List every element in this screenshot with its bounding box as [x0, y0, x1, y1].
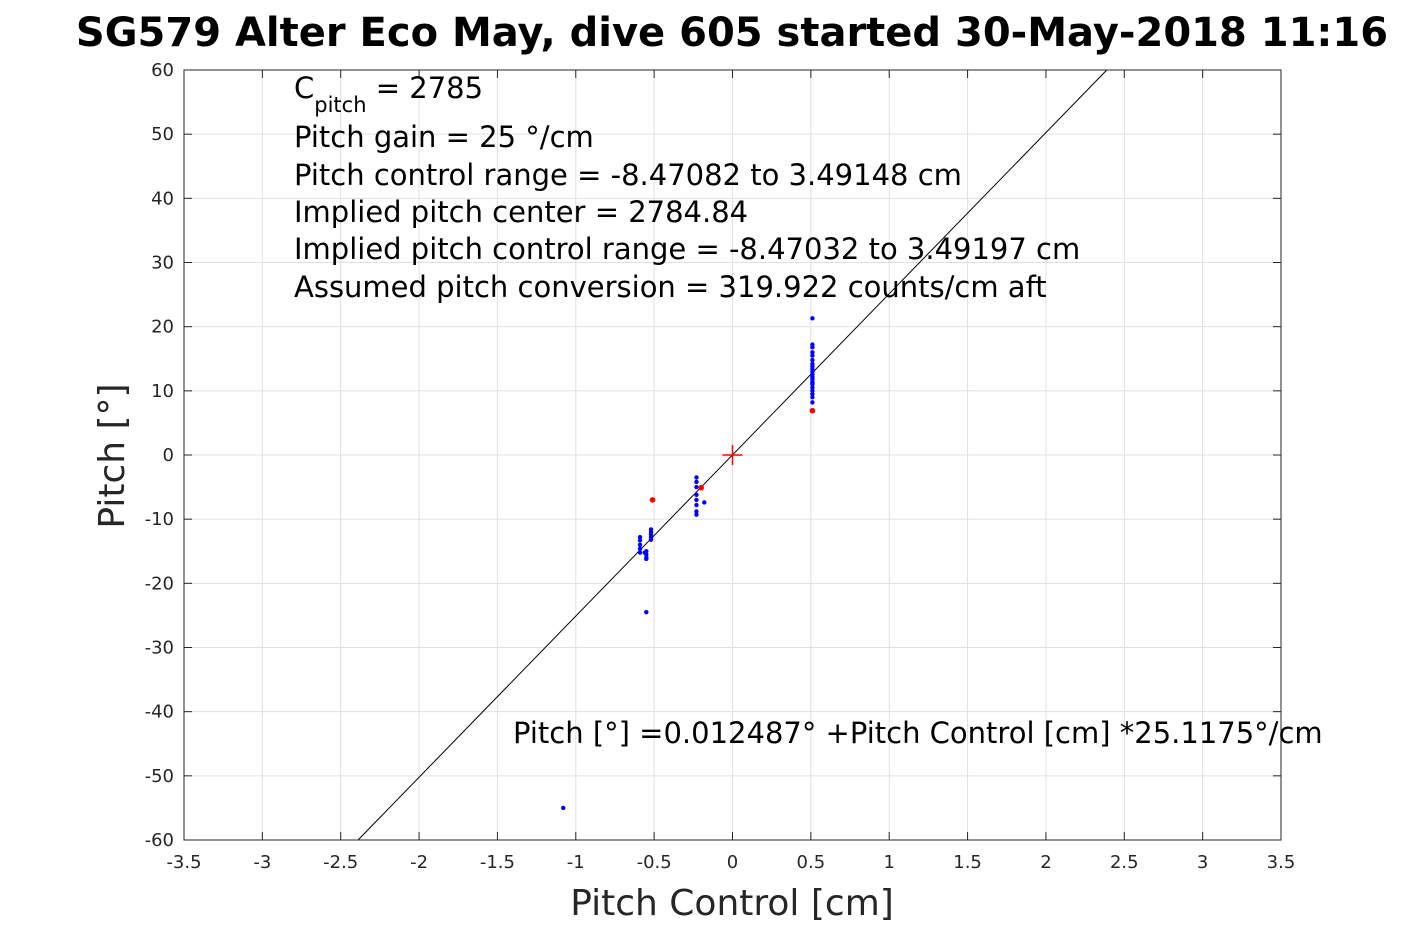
data-point — [702, 500, 707, 505]
data-point — [637, 538, 643, 543]
annotation-pitch-gain: Pitch gain = 25 °/cm — [294, 120, 594, 154]
data-point — [810, 350, 815, 355]
annotation-c-pitch-symbol: C — [294, 71, 314, 105]
data-point — [810, 385, 815, 390]
data-point — [561, 805, 566, 811]
y-axis-label: Pitch [°] — [92, 383, 133, 528]
parameter-annotations: Cpitch = 2785 Pitch gain = 25 °/cm Pitch… — [294, 71, 1080, 304]
data-point — [810, 357, 815, 363]
x-tick-label: -2 — [410, 852, 428, 873]
y-tick-label: 50 — [151, 124, 174, 145]
x-tick-label: 2 — [1040, 852, 1051, 873]
data-point — [810, 345, 815, 350]
plot-area — [183, 69, 1282, 841]
fit-equation-label: Pitch [°] =0.012487° +Pitch Control [cm]… — [513, 716, 1323, 750]
annotation-c-pitch: Cpitch = 2785 — [294, 71, 483, 117]
data-point — [644, 610, 649, 615]
y-tick-label: 30 — [151, 253, 174, 274]
x-tick-label: 3.5 — [1267, 852, 1296, 873]
data-point — [810, 375, 815, 381]
data-point — [637, 550, 643, 555]
data-point — [694, 479, 699, 485]
data-point — [810, 395, 815, 400]
x-tick-label: 3 — [1197, 852, 1208, 873]
x-tick-label: 2.5 — [1110, 852, 1139, 873]
chart-title: SG579 Alter Eco May, dive 605 started 30… — [76, 10, 1388, 56]
data-point — [810, 388, 815, 394]
data-point — [694, 475, 699, 480]
data-point — [637, 542, 643, 548]
annotation-pitch-control-range: Pitch control range = -8.47082 to 3.4914… — [294, 158, 962, 192]
annotation-implied-pitch-control-range: Implied pitch control range = -8.47032 t… — [294, 232, 1080, 266]
y-tick-label: -10 — [145, 509, 174, 530]
x-tick-label: -2.5 — [323, 852, 358, 873]
y-tick-label: -30 — [145, 638, 174, 659]
data-point-red — [698, 484, 704, 491]
y-tick-label: 20 — [151, 317, 174, 338]
x-tick-label: -3 — [253, 852, 271, 873]
x-tick-label: -3.5 — [166, 852, 201, 873]
data-point — [810, 316, 815, 321]
data-point — [810, 391, 815, 397]
x-tick-label: 1 — [883, 852, 894, 873]
data-point — [694, 492, 699, 497]
y-tick-label: -40 — [145, 702, 174, 723]
tick-marks — [183, 69, 1282, 841]
y-tick-label: 40 — [151, 188, 174, 209]
x-tick-label: -1 — [567, 852, 585, 873]
data-point-red — [809, 407, 816, 414]
data-point — [810, 400, 815, 405]
x-tick-label: -1.5 — [480, 852, 515, 873]
data-point — [694, 509, 699, 514]
data-point — [637, 546, 643, 551]
y-tick-labels: -60 -50 -40 -30 -20 -10 0 10 20 30 40 50 60 — [145, 60, 174, 851]
data-point — [694, 512, 699, 517]
y-tick-label: 0 — [163, 445, 174, 466]
x-axis-label: Pitch Control [cm] — [570, 883, 894, 924]
y-tick-label: 60 — [151, 60, 174, 81]
x-tick-label: 0.5 — [797, 852, 826, 873]
x-tick-labels: -3.5 -3 -2.5 -2 -1.5 -1 -0.5 0 0.5 1 1.5 2 2.5 3 3.5 — [166, 852, 1295, 873]
y-tick-label: -60 — [145, 830, 174, 851]
data-point — [810, 380, 815, 386]
data-point — [644, 556, 649, 562]
data-point — [637, 534, 643, 540]
data-point — [642, 550, 647, 555]
x-tick-label: 1.5 — [953, 852, 982, 873]
data-point — [694, 484, 699, 490]
data-point — [648, 537, 654, 542]
y-tick-label: -20 — [145, 573, 174, 594]
annotation-implied-pitch-center: Implied pitch center = 2784.84 — [294, 195, 748, 229]
data-points — [561, 316, 816, 811]
y-tick-label: -50 — [145, 766, 174, 787]
data-point — [694, 497, 699, 503]
annotation-c-pitch-subscript: pitch — [314, 93, 366, 117]
center-marker-layer — [722, 445, 743, 465]
x-tick-label: -0.5 — [637, 852, 672, 873]
annotation-c-pitch-value: = 2785 — [367, 71, 484, 105]
data-point-red — [649, 497, 656, 503]
annotation-assumed-pitch-conversion: Assumed pitch conversion = 319.922 count… — [294, 270, 1047, 304]
data-point — [810, 353, 815, 358]
data-point — [694, 502, 699, 508]
x-tick-label: 0 — [727, 852, 738, 873]
y-tick-label: 10 — [151, 381, 174, 402]
